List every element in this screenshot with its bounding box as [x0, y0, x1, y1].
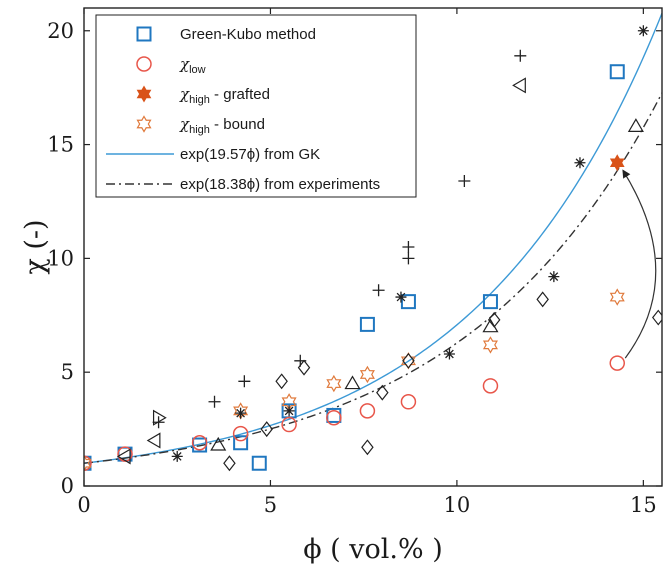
- plot-frame: [83, 7, 663, 487]
- axis-ticks: 0 5 10 15 0 5 10 15 20: [47, 8, 662, 517]
- y-axis-label: χ (-): [20, 219, 51, 274]
- legend-entry-grafted: χhigh - grafted: [136, 85, 270, 106]
- point-lit_plus-6: [402, 252, 415, 265]
- legend-entry-gk: Green-Kubo method: [136, 26, 316, 43]
- fit-lines: [84, 13, 662, 464]
- series-lit_asterisk: [171, 25, 649, 462]
- point-gk-4: [251, 455, 267, 471]
- legend-swatch-bound: [136, 115, 152, 133]
- legend-label-fitexp: exp(18.38ϕ) from experiments: [180, 176, 380, 193]
- x-tick-label-2: 10: [444, 493, 471, 517]
- point-lit_triangle-2: [482, 318, 499, 333]
- point-lit_triangle-0: [210, 436, 227, 451]
- point-lit_diamond-6: [402, 352, 415, 369]
- y-tick-label-4: 20: [47, 19, 74, 43]
- legend-swatch-grafted: [136, 85, 152, 103]
- legend-label-low: χlow: [179, 55, 206, 76]
- point-lit_diamond-4: [361, 439, 374, 456]
- point-low-4: [281, 416, 297, 433]
- point-bound-4: [359, 365, 375, 384]
- point-bound-0: [84, 454, 92, 472]
- annotation-layer: [622, 169, 657, 359]
- x-tick-label-3: 15: [630, 493, 657, 517]
- point-lit_asterisk-7: [637, 25, 649, 37]
- point-gk-7: [359, 316, 375, 332]
- series-lit_triangle: [210, 118, 644, 451]
- legend-label-gk: Green-Kubo method: [180, 26, 316, 43]
- legend-entry-fitgk: exp(19.57ϕ) from GK: [106, 146, 320, 163]
- point-low-6: [359, 403, 376, 419]
- y-tick-label-2: 10: [47, 246, 74, 270]
- point-lit_plus-1: [208, 395, 221, 408]
- point-lit_triangle_left-1: [146, 432, 161, 449]
- point-lit_triangle-1: [344, 375, 361, 390]
- fit-curve-fitgk: [84, 13, 662, 464]
- point-lit_triangle_left-2: [512, 77, 526, 94]
- point-lit_plus-7: [458, 174, 471, 187]
- point-lit_asterisk-3: [395, 291, 407, 303]
- point-lit_diamond-5: [376, 384, 389, 401]
- legend-swatch-gk: [136, 26, 152, 42]
- point-lit_diamond-0: [223, 455, 236, 472]
- point-grafted-0: [609, 154, 625, 172]
- x-tick-label-0: 0: [77, 493, 90, 517]
- point-lit_diamond-2: [275, 373, 288, 390]
- point-gk-3: [233, 435, 249, 451]
- series-lit_triangle_right: [152, 409, 167, 426]
- point-lit_diamond-8: [536, 291, 549, 308]
- fit-curve-fitexp: [84, 92, 662, 464]
- legend-box: [95, 14, 417, 198]
- point-lit_plus-4: [372, 284, 385, 297]
- y-tick-label-0: 0: [61, 474, 74, 498]
- x-axis-label: ϕ ( vol.% ): [303, 534, 443, 565]
- point-lit_asterisk-5: [548, 271, 560, 283]
- point-lit_diamond-3: [297, 359, 311, 376]
- point-low-5: [326, 409, 342, 426]
- data-markers: [84, 25, 662, 472]
- point-low-3: [232, 425, 249, 442]
- legend-label-grafted: χhigh - grafted: [179, 85, 270, 106]
- series-low: [84, 355, 626, 471]
- point-bound-6: [482, 336, 498, 354]
- point-lit_triangle_left-0: [116, 448, 131, 465]
- point-low-0: [84, 455, 92, 471]
- point-gk-10: [609, 64, 625, 80]
- point-gk-8: [400, 294, 416, 310]
- y-tick-label-1: 5: [61, 360, 74, 384]
- point-lit_triangle_right-0: [152, 409, 167, 426]
- x-tick-label-1: 5: [264, 493, 277, 517]
- point-lit_plus-5: [402, 241, 415, 253]
- point-lit_asterisk-4: [443, 348, 455, 360]
- point-lit_plus-2: [238, 375, 251, 388]
- point-lit_asterisk-2: [283, 405, 295, 417]
- legend: Green-Kubo method χlow χhigh - grafted χhig…: [95, 14, 417, 198]
- point-low-7: [400, 394, 417, 410]
- series-lit_diamond: [223, 291, 662, 472]
- point-lit_asterisk-6: [574, 157, 586, 169]
- legend-swatch-low: [136, 56, 152, 72]
- legend-entry-low: χlow: [136, 55, 206, 76]
- legend-entry-bound: χhigh - bound: [136, 115, 265, 136]
- point-low-8: [482, 378, 499, 394]
- series-lit_triangle_left: [116, 77, 526, 465]
- legend-entry-fitexp: exp(18.38ϕ) from experiments: [106, 176, 380, 193]
- point-bound-7: [609, 288, 625, 306]
- y-tick-label-3: 15: [47, 133, 74, 157]
- point-gk-9: [482, 294, 498, 310]
- point-lit_diamond-1: [260, 421, 273, 438]
- point-low-9: [609, 355, 626, 371]
- point-low-2: [191, 435, 208, 451]
- point-bound-3: [326, 374, 342, 393]
- legend-label-bound: χhigh - bound: [179, 115, 265, 136]
- legend-label-fitgk: exp(19.57ϕ) from GK: [180, 146, 320, 163]
- point-lit_triangle-3: [627, 118, 644, 132]
- series-grafted: [609, 154, 625, 172]
- point-lit_plus-8: [514, 49, 527, 62]
- point-lit_asterisk-0: [171, 450, 183, 462]
- point-lit_asterisk-1: [235, 407, 247, 419]
- annotation-arrow-0: [622, 169, 657, 359]
